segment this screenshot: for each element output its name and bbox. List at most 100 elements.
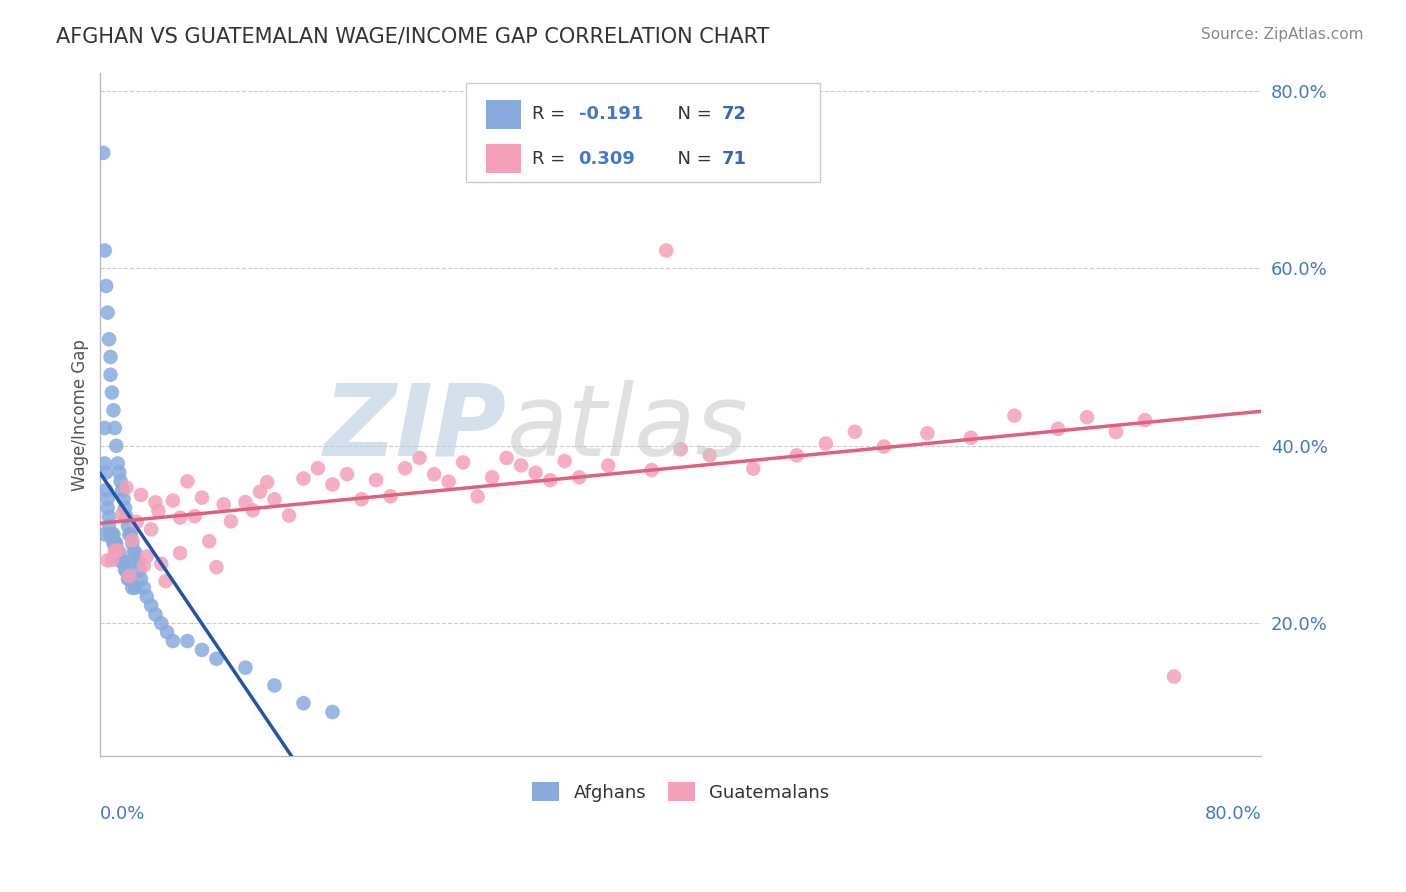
Point [212,497,235,511]
Point [1133,413,1156,427]
Point [423,467,446,482]
Point [176,475,198,489]
Point [699,448,721,462]
Point [641,463,664,477]
Point [292,471,315,485]
Point [121,536,143,550]
Point [104,536,127,550]
Point [380,489,402,503]
Point [135,549,157,564]
Point [960,431,983,445]
Point [156,625,179,640]
Point [93,244,115,258]
Point [162,634,184,648]
Point [467,490,489,504]
Point [93,457,115,471]
Point [1163,669,1185,683]
Bar [485,145,520,173]
Text: 80.0%: 80.0% [1205,805,1261,823]
Point [169,510,191,524]
Point [256,475,278,490]
Point [568,470,591,484]
Point [524,466,547,480]
Point [129,488,152,502]
Point [121,581,143,595]
Point [292,696,315,710]
Point [121,533,143,548]
Point [97,553,120,567]
Text: 71: 71 [721,150,747,168]
Text: ZIP: ZIP [323,380,506,477]
Point [93,527,115,541]
Point [408,450,430,465]
Point [451,455,474,469]
Point [394,461,416,475]
Point [219,514,242,528]
Point [139,522,162,536]
Point [437,475,460,489]
Point [655,244,678,258]
Point [111,483,134,497]
Point [598,458,620,473]
Point [101,553,124,567]
Point [118,527,141,541]
Point [554,454,576,468]
Point [364,473,387,487]
Point [103,403,125,417]
Point [1105,425,1128,439]
Point [115,563,138,577]
Point [98,332,121,346]
Point [104,544,127,558]
Point [93,421,115,435]
Point [481,470,503,484]
Point [100,350,122,364]
Point [1046,422,1069,436]
Point [97,491,120,506]
Point [100,527,122,541]
Point [96,466,118,480]
Point [336,467,359,482]
Point [118,569,141,583]
Point [117,518,139,533]
Legend: Afghans, Guatemalans: Afghans, Guatemalans [524,775,837,809]
Point [844,425,866,439]
Point [1004,409,1026,423]
Point [117,572,139,586]
Point [198,534,221,549]
Point [125,554,148,568]
Point [110,475,132,489]
Point [115,509,138,524]
Point [124,581,146,595]
FancyBboxPatch shape [465,83,820,182]
Point [538,473,561,487]
Point [278,508,301,523]
Point [249,484,271,499]
Point [105,545,128,559]
Point [101,527,124,541]
Point [205,652,228,666]
Point [145,607,167,622]
Point [107,545,129,559]
Point [176,634,198,648]
Point [101,527,124,541]
Text: 0.309: 0.309 [579,150,636,168]
Point [100,368,122,382]
Point [108,466,131,480]
Point [135,590,157,604]
Point [111,554,134,568]
Point [873,440,896,454]
Point [112,554,135,568]
Point [105,439,128,453]
Point [145,495,167,509]
Point [242,503,264,517]
Point [263,678,285,692]
Point [104,536,127,550]
Point [205,560,228,574]
Point [321,705,343,719]
Point [139,599,162,613]
Bar [485,100,520,128]
Point [495,450,517,465]
Point [104,421,127,435]
Point [125,515,148,529]
Point [150,557,173,571]
